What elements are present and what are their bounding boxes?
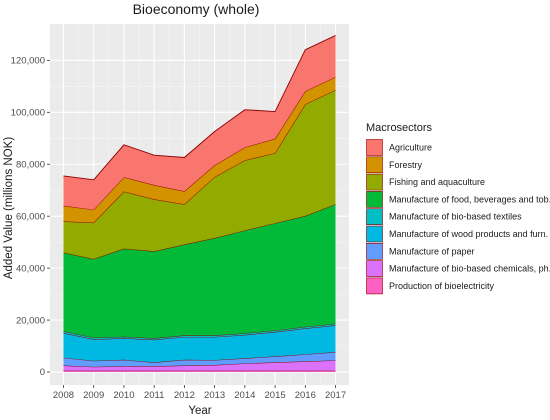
legend: Macrosectors Agriculture Forestry Fishing … xyxy=(366,122,550,295)
legend-label: Manufacture of wood products and furn. xyxy=(389,229,548,239)
x-tick-label: 2015 xyxy=(265,390,286,401)
legend-label: Forestry xyxy=(389,160,423,170)
legend-swatch xyxy=(366,139,383,156)
x-tick-label: 2010 xyxy=(113,390,134,401)
legend-swatch xyxy=(366,243,383,260)
x-tick-label: 2011 xyxy=(144,390,164,401)
x-tick-label: 2012 xyxy=(174,390,195,401)
legend-label: Manufacture of bio-based chemicals, ph. xyxy=(389,264,550,274)
x-tick-label: 2013 xyxy=(204,390,225,401)
area-series-2 xyxy=(63,352,336,367)
legend-title: Macrosectors xyxy=(366,122,433,134)
chart-title: Bioeconomy (whole) xyxy=(133,1,260,17)
y-tick-label: 100,000 xyxy=(11,108,45,119)
x-tick-label: 2014 xyxy=(234,390,255,401)
y-tick-label: 40,000 xyxy=(16,263,45,274)
x-tick-label: 2009 xyxy=(83,390,104,401)
legend-swatch xyxy=(366,208,383,225)
y-tick-label: 0 xyxy=(40,367,45,378)
legend-label: Manufacture of bio-based textiles xyxy=(389,212,522,222)
y-tick-label: 60,000 xyxy=(16,211,45,222)
area-series-3 xyxy=(63,325,336,363)
y-axis-title: Added Value (millions NOK) xyxy=(3,137,15,279)
y-tick-label: 80,000 xyxy=(16,159,45,170)
legend-label: Manufacture of food, beverages and tob. xyxy=(389,194,550,204)
legend-label: Fishing and aquaculture xyxy=(389,177,485,187)
area-series-5 xyxy=(63,204,336,339)
area-edge-8 xyxy=(63,35,336,181)
legend-swatch xyxy=(366,191,383,208)
legend-swatch xyxy=(366,260,383,277)
area-series-6 xyxy=(63,89,336,260)
area-series xyxy=(63,35,336,373)
area-series-7 xyxy=(63,76,336,223)
y-axis-ticks: 0 20,000 40,000 60,000 80,000 100,000 120,000 xyxy=(11,56,50,378)
x-tick-label: 2016 xyxy=(295,390,316,401)
y-tick-label: 20,000 xyxy=(16,315,45,326)
legend-swatch xyxy=(366,173,383,191)
legend-label: Production of bioelectricity xyxy=(389,281,495,291)
x-axis-title: Year xyxy=(188,405,211,417)
legend-label: Manufacture of paper xyxy=(389,246,475,256)
area-series-4 xyxy=(63,323,336,340)
legend-label: Agriculture xyxy=(389,143,432,153)
legend-swatch xyxy=(366,156,383,174)
legend-swatch xyxy=(366,225,383,243)
legend-swatch xyxy=(366,277,383,295)
x-axis-ticks: 2008 2009 2010 2011 2012 2013 2014 2015 2016 2017 xyxy=(53,385,346,401)
x-tick-label: 2008 xyxy=(53,390,74,401)
x-tick-label: 2017 xyxy=(325,390,346,401)
y-tick-label: 120,000 xyxy=(11,56,45,67)
area-series-8 xyxy=(63,35,336,210)
